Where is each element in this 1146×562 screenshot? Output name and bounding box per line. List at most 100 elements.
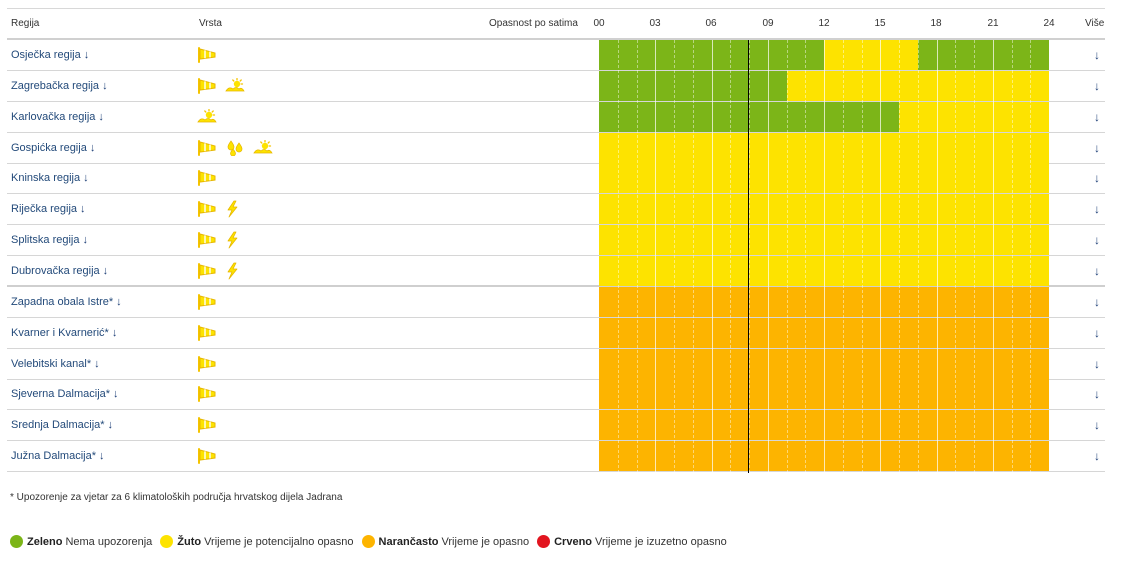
region-link[interactable]: Zagrebačka regija ↓ [11, 80, 108, 92]
expand-arrow-icon[interactable]: ↓ [1094, 48, 1100, 62]
table-row: Kninska regija ↓ ↓ [7, 163, 1105, 195]
region-link[interactable]: Riječka regija ↓ [11, 203, 86, 215]
thunderstorm-icon [225, 200, 239, 218]
hour-cell-narancasto [1030, 441, 1049, 472]
header-more: Više [1085, 18, 1105, 29]
hour-cell-zuto [917, 70, 937, 101]
hour-cell-zuto [861, 40, 881, 70]
rain-icon [225, 139, 245, 156]
hour-cell-zuto [899, 225, 918, 256]
hour-cell-zuto [1030, 255, 1049, 286]
hour-cell-narancasto [636, 410, 656, 441]
hour-cell-narancasto [955, 379, 974, 410]
arrow-down-icon: ↓ [113, 388, 119, 401]
hour-cell-narancasto [711, 317, 731, 348]
hour-cell-zeleno [749, 70, 768, 101]
hour-cell-narancasto [655, 317, 674, 348]
hour-cell-zuto [992, 255, 1012, 286]
heat-icon [253, 139, 273, 156]
hour-cell-narancasto [730, 317, 749, 348]
region-link[interactable]: Splitska regija ↓ [11, 234, 88, 246]
hour-cell-zuto [842, 70, 862, 101]
region-name: Kvarner i Kvarnerić* [11, 326, 109, 339]
hour-cell-zuto [861, 194, 881, 225]
hour-cell-zuto [917, 255, 937, 286]
legend-label: Zeleno [27, 535, 63, 548]
hour-cell-zuto [899, 163, 918, 194]
hour-cell-zuto [917, 132, 937, 163]
hour-cell-zuto [936, 225, 956, 256]
hour-cell-zuto [880, 255, 899, 286]
hour-cell-zuto [861, 225, 881, 256]
hour-cell-zuto [786, 132, 806, 163]
hourly-danger-bar [599, 70, 1049, 101]
region-name: Kninska regija [11, 172, 81, 185]
region-link[interactable]: Sjeverna Dalmacija* ↓ [11, 388, 119, 400]
hour-cell-zuto [842, 255, 862, 286]
expand-arrow-icon[interactable]: ↓ [1094, 140, 1100, 155]
hour-cell-zuto [692, 132, 712, 163]
hour-cell-narancasto [1030, 410, 1049, 441]
legend-item-zeleno: Zeleno Nema upozorenja [10, 535, 152, 548]
hour-cell-zuto [861, 70, 881, 101]
expand-arrow-icon[interactable]: ↓ [1094, 233, 1100, 248]
expand-arrow-icon[interactable]: ↓ [1094, 356, 1100, 371]
hour-cell-zeleno [974, 40, 993, 70]
hour-cell-narancasto [692, 317, 712, 348]
region-link[interactable]: Osječka regija ↓ [11, 49, 89, 61]
expand-arrow-icon[interactable]: ↓ [1094, 263, 1100, 278]
wind-icon [197, 232, 217, 249]
hour-cell-zuto [1030, 194, 1049, 225]
hour-cell-zuto [974, 132, 993, 163]
hour-cell-narancasto [861, 317, 881, 348]
hour-cell-zuto [824, 70, 843, 101]
hour-cell-zuto [711, 163, 731, 194]
hour-cell-narancasto [936, 410, 956, 441]
region-link[interactable]: Kvarner i Kvarnerić* ↓ [11, 327, 117, 339]
region-link[interactable]: Kninska regija ↓ [11, 172, 89, 184]
hour-cell-zeleno [674, 70, 693, 101]
hour-tick: 15 [874, 18, 886, 29]
hour-cell-zuto [599, 163, 618, 194]
expand-arrow-icon[interactable]: ↓ [1094, 294, 1100, 309]
region-link[interactable]: Dubrovačka regija ↓ [11, 265, 108, 277]
expand-arrow-icon[interactable]: ↓ [1094, 109, 1100, 124]
hour-cell-narancasto [674, 379, 693, 410]
hour-cell-zuto [936, 194, 956, 225]
expand-arrow-icon[interactable]: ↓ [1094, 202, 1100, 217]
hour-cell-zuto [842, 194, 862, 225]
hour-cell-zuto [617, 225, 637, 256]
hour-cell-narancasto [880, 379, 899, 410]
expand-arrow-icon[interactable]: ↓ [1094, 387, 1100, 402]
hour-cell-narancasto [842, 441, 862, 472]
region-link[interactable]: Južna Dalmacija* ↓ [11, 450, 104, 462]
region-link[interactable]: Zapadna obala Istre* ↓ [11, 296, 122, 308]
table-row: Karlovačka regija ↓ ↓ [7, 101, 1105, 133]
hour-cell-narancasto [936, 286, 956, 317]
region-name: Zapadna obala Istre* [11, 295, 114, 308]
hour-cell-narancasto [955, 317, 974, 348]
hour-cell-zuto [880, 225, 899, 256]
wind-icon [197, 170, 217, 187]
hour-cell-zuto [655, 163, 674, 194]
hour-cell-zuto [880, 132, 899, 163]
hour-cell-narancasto [824, 379, 843, 410]
region-link[interactable]: Velebitski kanal* ↓ [11, 358, 100, 370]
expand-arrow-icon[interactable]: ↓ [1094, 325, 1100, 340]
hour-cell-zeleno [617, 101, 637, 132]
region-link[interactable]: Karlovačka regija ↓ [11, 111, 104, 123]
expand-arrow-icon[interactable]: ↓ [1094, 171, 1100, 186]
expand-arrow-icon[interactable]: ↓ [1094, 78, 1100, 93]
table-row: Sjeverna Dalmacija* ↓ ↓ [7, 379, 1105, 411]
region-link[interactable]: Gospićka regija ↓ [11, 142, 95, 154]
hour-cell-narancasto [842, 286, 862, 317]
expand-arrow-icon[interactable]: ↓ [1094, 449, 1100, 464]
region-link[interactable]: Srednja Dalmacija* ↓ [11, 419, 113, 431]
hour-cell-zeleno [711, 40, 731, 70]
hour-cell-narancasto [767, 441, 787, 472]
hour-cell-zuto [636, 132, 656, 163]
hour-cell-zuto [936, 101, 956, 132]
expand-arrow-icon[interactable]: ↓ [1094, 418, 1100, 433]
hour-cell-zuto [767, 163, 787, 194]
hour-cell-narancasto [880, 441, 899, 472]
